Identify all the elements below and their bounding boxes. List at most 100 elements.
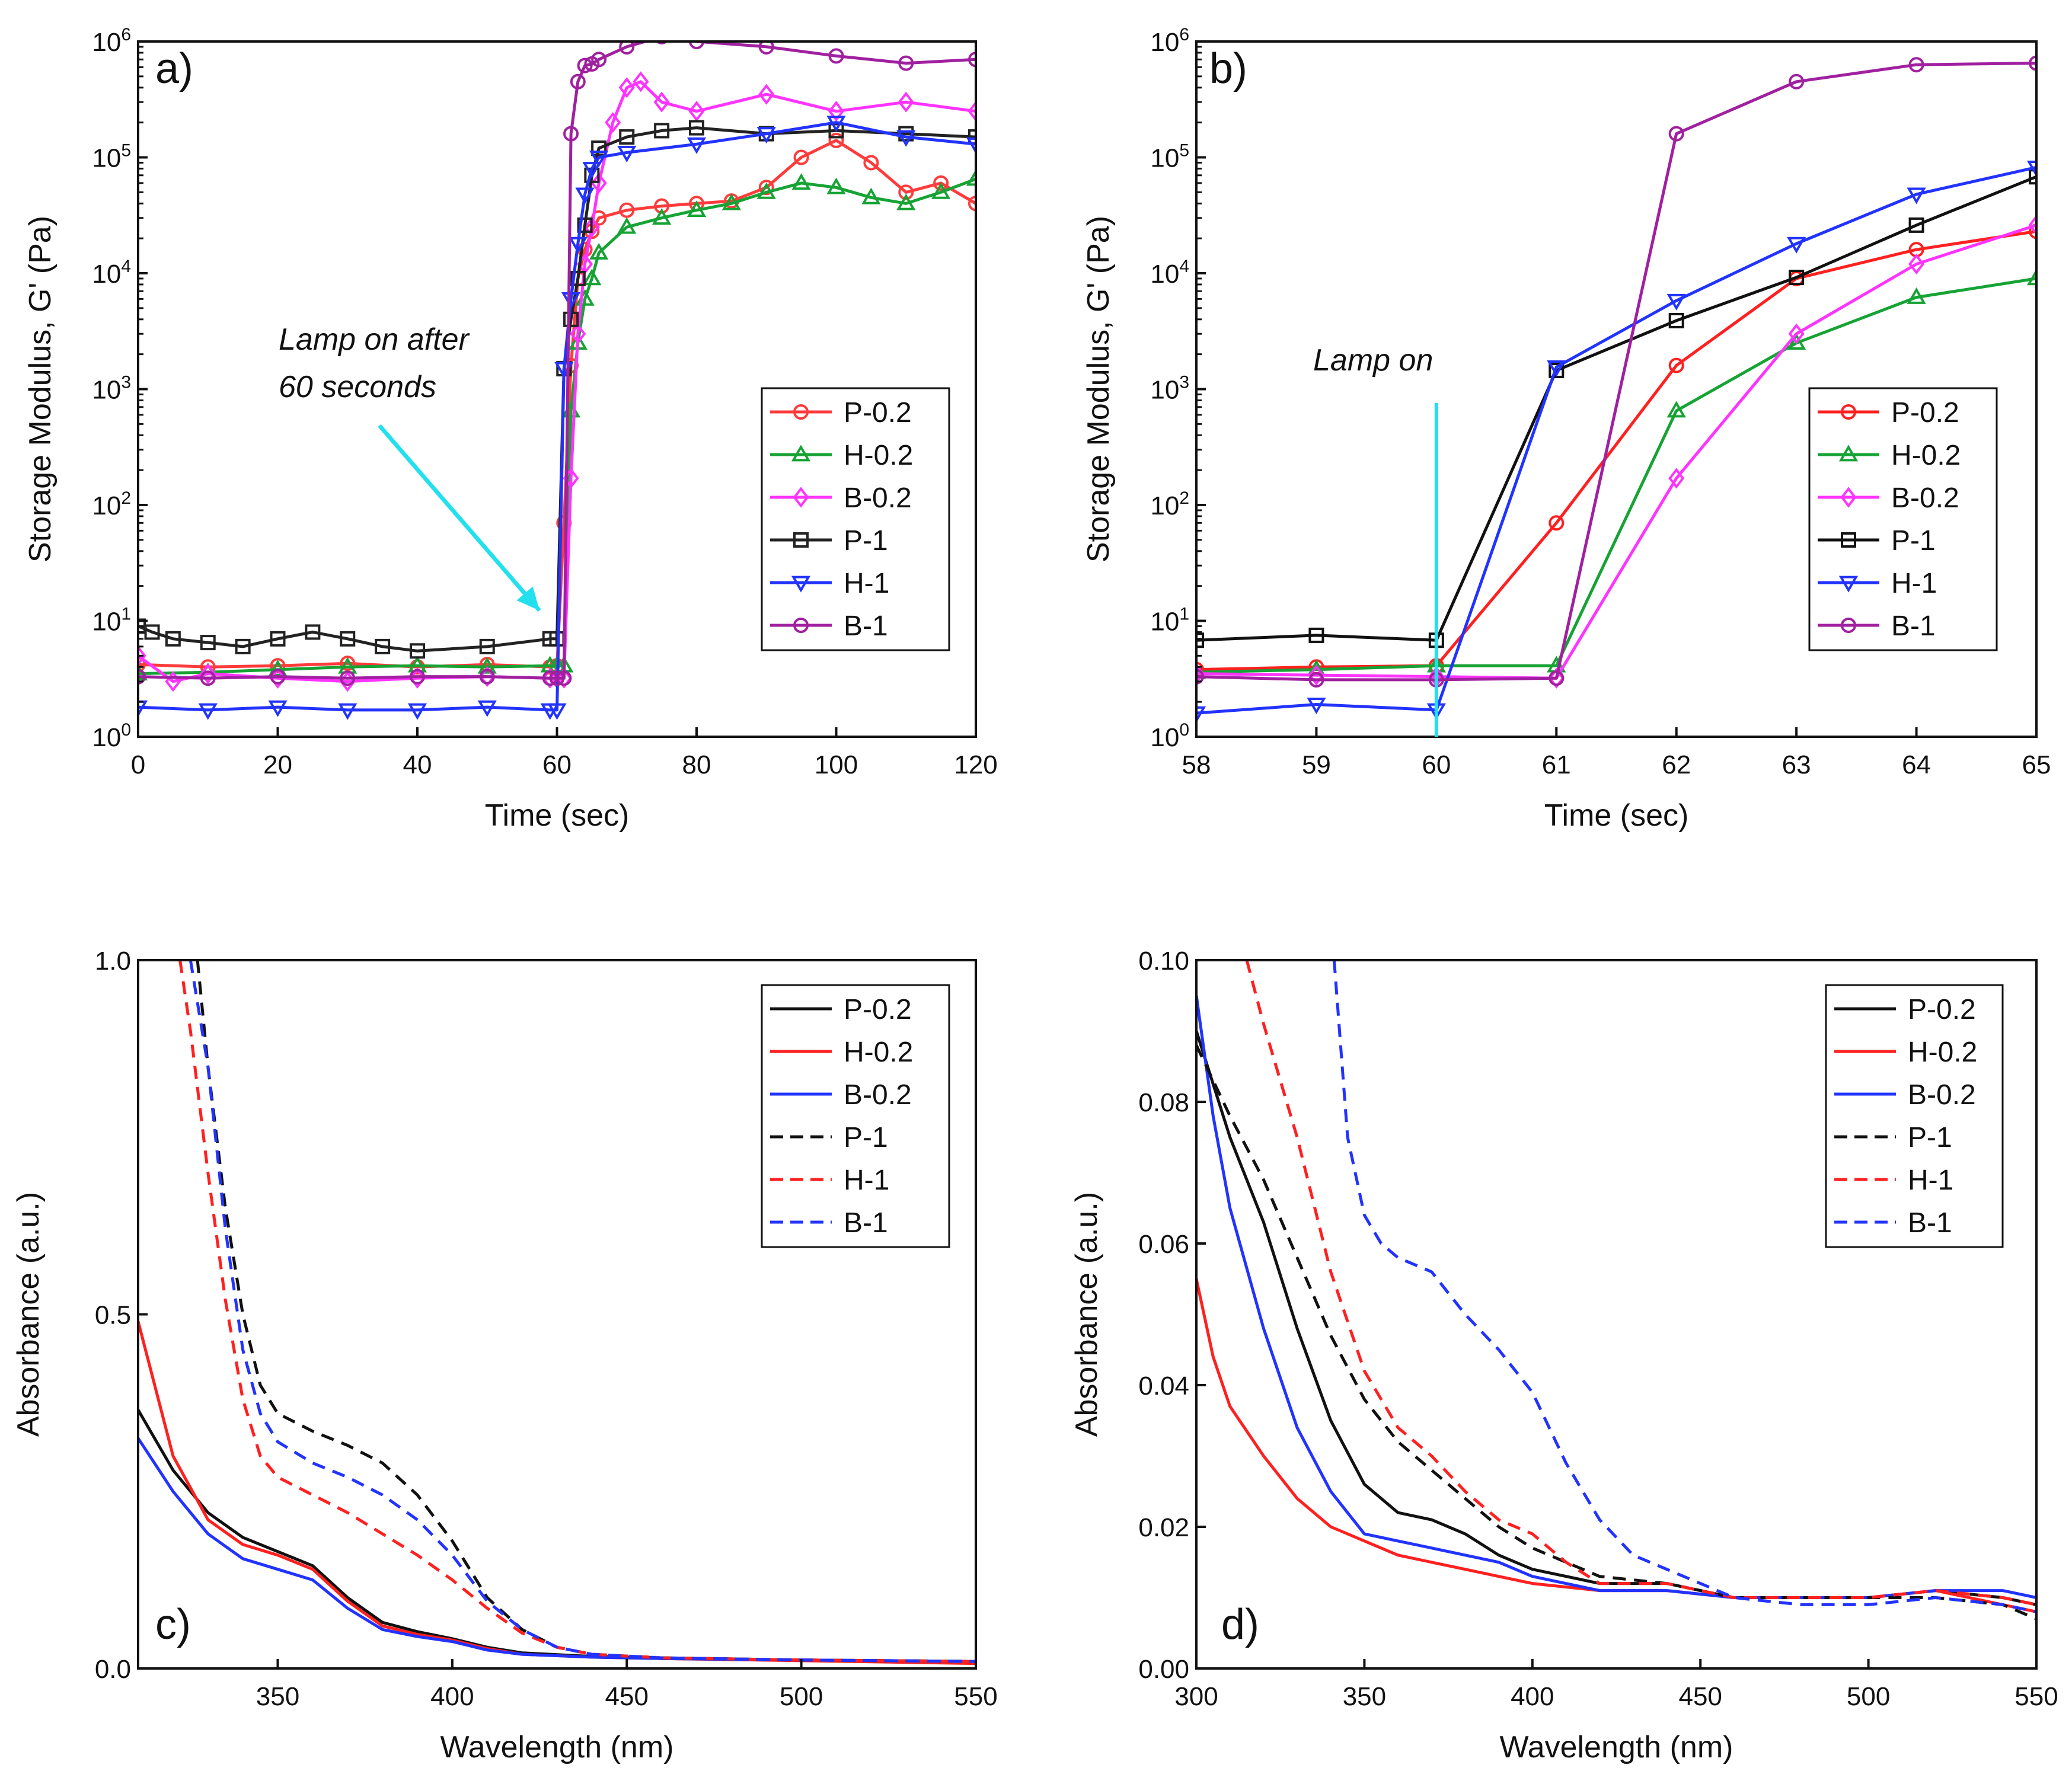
data-point-P-0.2: [933, 175, 949, 191]
data-point-P-1: [2029, 169, 2036, 185]
data-point-H-1: [1547, 360, 1566, 377]
data-point-B-0.2: [1308, 664, 1324, 686]
data-point-B-1: [898, 55, 914, 71]
plot-frame: [1195, 959, 2038, 1670]
x-tick-label: 550: [2014, 1682, 2058, 1711]
y-tick-label: 0.02: [1138, 1513, 1189, 1542]
data-point-P-1: [305, 624, 321, 640]
series-group: [138, 41, 976, 720]
series-line-B-1: [1196, 62, 2036, 682]
data-point-B-1: [563, 126, 579, 142]
x-tick-label: 550: [954, 1682, 997, 1711]
series-line-H-1: [1196, 165, 2036, 715]
x-axis-label: Time (sec): [485, 798, 630, 833]
data-point-P-0.2: [1196, 661, 1204, 677]
legend-label-H-0.2: H-0.2: [844, 440, 913, 471]
legend-label-H-0.2: H-0.2: [1891, 440, 1961, 471]
series-line-P-0.2: [138, 1409, 976, 1663]
y-axis-label: Absorbance (a.u.): [1069, 1192, 1104, 1437]
legend-marker-B-0.2: [1840, 487, 1857, 508]
data-point-B-1: [1549, 670, 1565, 686]
y-tick-label: 0.04: [1138, 1372, 1189, 1401]
y-tick-label: 0.0: [95, 1655, 131, 1684]
legend-marker-P-1: [1841, 532, 1856, 548]
data-point-H-0.2: [861, 187, 881, 204]
legend: P-0.2 H-0.2 B-0.2 P-1 H-1 B-1: [1825, 984, 2004, 1248]
data-point-P-1: [165, 631, 181, 647]
data-point-H-1: [198, 703, 218, 720]
legend-marker-H-1: [791, 576, 811, 593]
data-point-H-0.2: [896, 193, 916, 210]
legend-label-B-1: B-1: [844, 1207, 888, 1239]
data-point-H-1: [1666, 293, 1686, 311]
data-point-B-1: [577, 57, 593, 73]
data-point-H-1: [138, 700, 148, 717]
legend-box: [761, 984, 950, 1248]
data-point-B-0.2: [1548, 667, 1565, 689]
legend-box: [1808, 387, 1998, 651]
data-point-P-1: [1789, 270, 1805, 286]
data-point-P-1: [1308, 627, 1324, 643]
legend: P-0.2 H-0.2 B-0.2 P-1 H-1 B-1: [1808, 387, 1998, 651]
data-point-B-1: [1789, 73, 1805, 89]
data-point-H-1: [756, 127, 776, 144]
data-point-H-0.2: [791, 173, 811, 190]
data-point-B-1: [479, 669, 495, 685]
legend-label-P-0.2: P-0.2: [844, 994, 912, 1025]
data-point-H-1: [617, 146, 637, 163]
data-point-P-0.2: [2029, 223, 2036, 239]
y-tick-label: 103: [92, 373, 131, 405]
x-tick-label: 64: [1902, 750, 1931, 779]
panel-c: 350 400 450 500 550 0.0 0.5 1.0 Wavelength (nm) A…: [11, 947, 998, 1764]
y-tick-label: 0.06: [1138, 1230, 1189, 1259]
x-tick-label: 400: [430, 1682, 474, 1711]
x-tick-label: 58: [1182, 750, 1211, 779]
annotation-text: 60 seconds: [279, 370, 436, 404]
data-point-H-1: [338, 703, 357, 720]
data-point-P-1: [1908, 217, 1924, 233]
y-tick-label: 101: [92, 605, 131, 637]
series-line-P-1: [1196, 1044, 2036, 1620]
data-point-P-0.2: [619, 202, 635, 218]
data-point-H-1: [687, 137, 707, 154]
data-point-B-0.2: [653, 91, 670, 113]
data-point-B-1: [655, 41, 668, 44]
x-tick-label: 60: [1422, 750, 1451, 779]
data-point-B-1: [410, 669, 425, 685]
data-point-B-0.2: [200, 663, 216, 685]
x-tick-label: 59: [1302, 750, 1331, 779]
legend-label-P-1: P-1: [844, 525, 888, 557]
panel-label: a): [155, 45, 193, 92]
data-point-H-1: [589, 151, 609, 168]
data-point-B-1: [1196, 669, 1204, 685]
panel-label: d): [1221, 1601, 1259, 1648]
annotation-arrow: [378, 424, 541, 612]
x-tick-label: 350: [1343, 1682, 1386, 1711]
series-line-H-0.2: [138, 177, 976, 676]
data-point-B-1: [2029, 55, 2036, 71]
legend-label-H-0.2: H-0.2: [844, 1037, 913, 1068]
series-line-H-0.2: [1196, 277, 2036, 674]
data-point-H-1: [1307, 698, 1326, 715]
legend: P-0.2 H-0.2 B-0.2 P-1 H-1 B-1: [761, 387, 950, 651]
data-point-P-0.2: [863, 155, 879, 171]
x-tick-label: 500: [1847, 1682, 1890, 1711]
legend-label-H-0.2: H-0.2: [1908, 1037, 1977, 1068]
x-tick-label: 400: [1511, 1682, 1554, 1711]
x-tick-label: 80: [682, 750, 711, 779]
data-point-H-1: [561, 292, 581, 309]
data-point-P-0.2: [793, 149, 809, 165]
data-point-B-1: [828, 48, 844, 64]
data-point-B-1: [200, 670, 216, 686]
data-point-P-0.2: [828, 132, 844, 148]
series-line-H-1: [138, 121, 976, 712]
data-point-B-1: [556, 670, 572, 686]
arrow-head: [516, 586, 539, 610]
x-tick-label: 61: [1542, 750, 1571, 779]
data-point-B-1: [270, 669, 286, 685]
series-line-H-1: [178, 960, 976, 1663]
x-tick-label: 450: [1678, 1682, 1722, 1711]
data-point-H-1: [966, 137, 976, 154]
data-point-B-0.2: [633, 71, 649, 92]
legend: P-0.2 H-0.2 B-0.2 P-1 H-1 B-1: [761, 984, 950, 1248]
